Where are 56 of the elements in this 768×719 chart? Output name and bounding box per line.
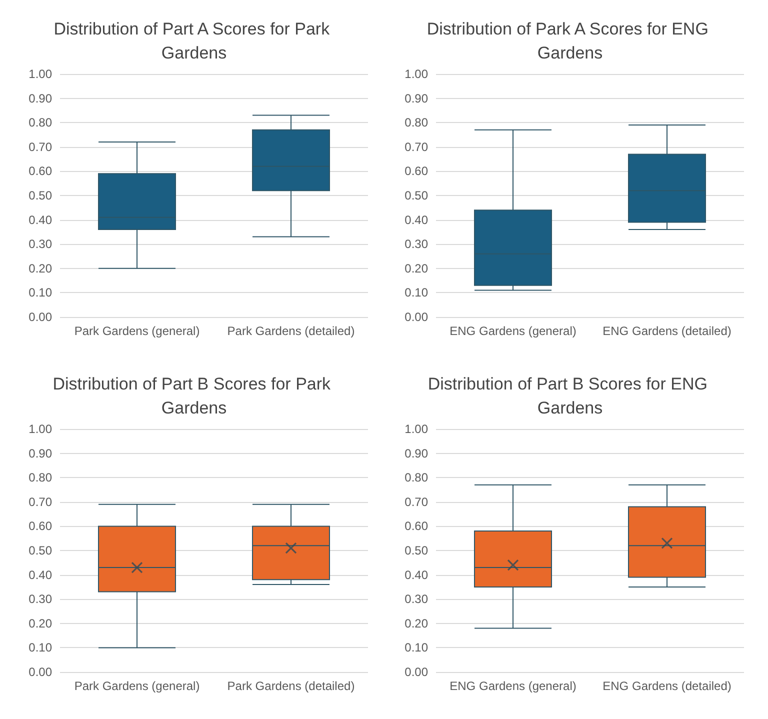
- chart-title: Distribution of Part A Scores for Park Gardens: [54, 20, 334, 62]
- y-tick-label: 0.60: [28, 164, 52, 178]
- y-tick-label: 0.10: [404, 286, 428, 300]
- y-tick-label: 0.20: [404, 616, 428, 630]
- y-tick-label: 0.30: [404, 237, 428, 252]
- y-tick-label: 0.90: [28, 446, 52, 460]
- y-tick-label: 0.80: [28, 116, 52, 130]
- chart-title: Distribution of Park A Scores for ENG Gardens: [426, 20, 714, 62]
- y-tick-label: 0.90: [404, 91, 428, 106]
- y-tick-label: 0.00: [404, 310, 428, 324]
- y-tick-label: 0.50: [404, 544, 428, 558]
- x-tick-label: ENG Gardens (general): [450, 679, 576, 693]
- y-tick-label: 0.50: [28, 544, 52, 558]
- y-tick-label: 0.60: [404, 519, 428, 534]
- y-tick-label: 0.60: [28, 519, 52, 534]
- y-tick-label: 0.20: [28, 261, 52, 276]
- y-tick-label: 0.60: [404, 164, 428, 178]
- y-tick-label: 1.00: [28, 422, 52, 436]
- y-tick-label: 0.80: [404, 116, 428, 130]
- y-tick-label: 0.00: [28, 310, 52, 324]
- y-tick-label: 0.40: [28, 212, 52, 227]
- y-tick-label: 0.10: [28, 286, 52, 300]
- y-tick-label: 0.00: [28, 665, 52, 679]
- x-tick-label: ENG Gardens (detailed): [602, 679, 732, 693]
- y-tick-label: 0.70: [404, 140, 428, 154]
- x-tick-label: Park Gardens (general): [74, 324, 200, 338]
- x-tick-label: Park Gardens (detailed): [227, 679, 355, 693]
- y-tick-label: 0.90: [404, 446, 428, 460]
- y-tick-label: 0.20: [404, 261, 428, 276]
- y-tick-label: 0.30: [28, 237, 52, 252]
- y-tick-label: 0.50: [28, 188, 52, 202]
- y-tick-label: 0.30: [404, 592, 428, 606]
- y-tick-label: 0.70: [28, 494, 52, 509]
- y-tick-label: 0.80: [404, 470, 428, 485]
- y-tick-label: 0.40: [404, 212, 428, 227]
- chart-title: Distribution of Part B Scores for Park Gardens: [52, 374, 336, 418]
- x-tick-label: ENG Gardens (general): [450, 324, 576, 338]
- y-tick-label: 0.70: [28, 140, 52, 154]
- y-tick-label: 0.20: [28, 616, 52, 630]
- y-tick-label: 0.80: [28, 470, 52, 485]
- y-tick-label: 0.50: [404, 188, 428, 202]
- y-tick-label: 0.00: [404, 665, 428, 679]
- y-tick-label: 0.10: [28, 640, 52, 655]
- y-tick-label: 0.10: [404, 640, 428, 655]
- x-tick-label: Park Gardens (general): [74, 679, 200, 693]
- chart-title: Distribution of Part B Scores for ENG Gardens: [428, 374, 712, 418]
- y-tick-label: 0.30: [28, 592, 52, 606]
- x-tick-label: Park Gardens (detailed): [227, 324, 355, 338]
- y-tick-label: 0.40: [404, 568, 428, 582]
- y-tick-label: 0.40: [28, 568, 52, 582]
- x-tick-label: ENG Gardens (detailed): [602, 324, 732, 338]
- y-tick-label: 1.00: [404, 67, 428, 81]
- y-tick-label: 0.70: [404, 494, 428, 509]
- y-tick-label: 1.00: [28, 67, 52, 81]
- y-tick-label: 0.90: [28, 91, 52, 106]
- y-tick-label: 1.00: [404, 422, 428, 436]
